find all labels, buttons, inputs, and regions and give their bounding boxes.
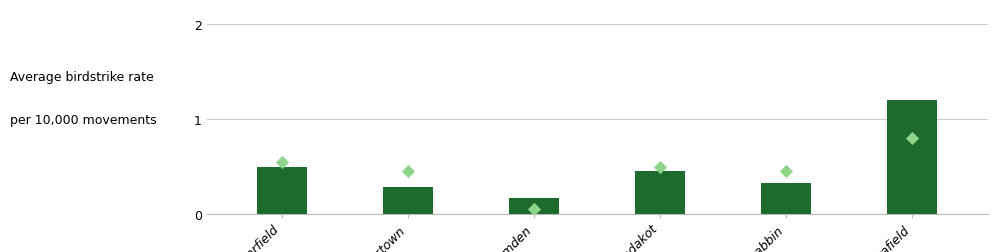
Point (274, 160, 290, 164)
Text: Average birdstrike rate: Average birdstrike rate (10, 71, 154, 83)
Point (400, 170, 416, 174)
Bar (383, 188, 433, 214)
Bar (509, 198, 559, 214)
Bar (635, 172, 685, 214)
Text: per 10,000 movements: per 10,000 movements (10, 113, 156, 126)
Bar (257, 167, 307, 214)
Bar (887, 101, 937, 214)
Point (778, 170, 794, 174)
Bar (761, 183, 811, 214)
Point (904, 137, 920, 141)
Point (652, 165, 668, 169)
Point (526, 207, 542, 211)
